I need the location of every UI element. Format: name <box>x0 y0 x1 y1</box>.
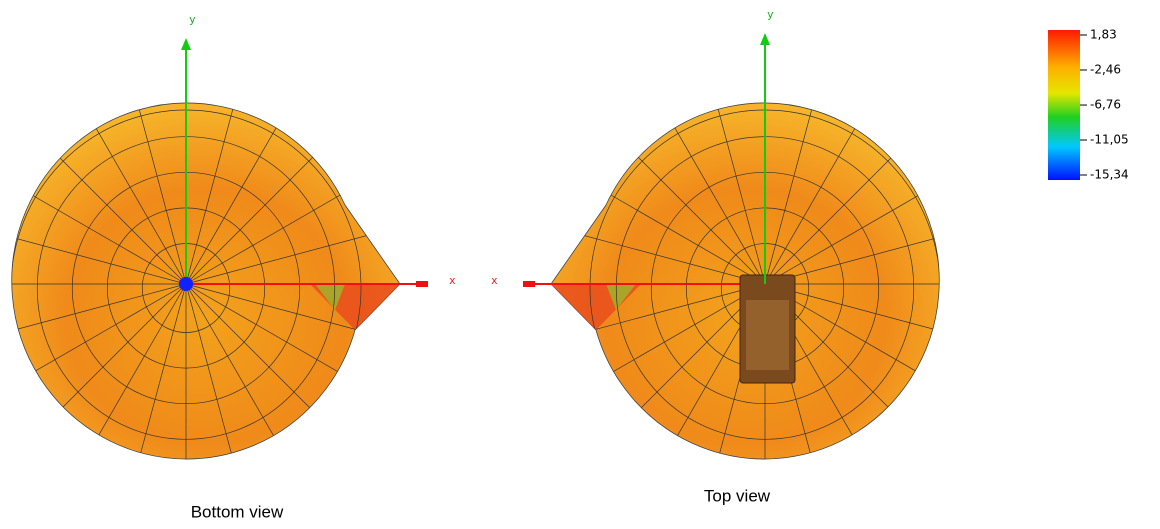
mesh-spoke <box>764 103 833 285</box>
colorbar-label: -11,05 <box>1090 133 1129 147</box>
mesh-spoke <box>118 103 187 285</box>
mesh-spoke <box>11 283 187 352</box>
pattern-greenspot <box>606 284 636 310</box>
origin <box>179 277 193 291</box>
mesh-spoke <box>185 283 317 460</box>
mesh-spoke <box>185 103 254 285</box>
mesh-spoke <box>55 283 187 460</box>
mesh-spoke <box>11 153 187 285</box>
mesh-spoke <box>764 283 940 352</box>
bottom-view <box>11 38 428 460</box>
caption: Bottom view <box>191 502 284 521</box>
pattern-greenspot <box>315 284 345 310</box>
y-axis-label: y <box>189 13 196 26</box>
mesh-spoke <box>764 103 896 285</box>
mesh-spoke <box>764 153 940 285</box>
y-axis-label: y <box>767 8 774 21</box>
top-view-axis <box>760 33 770 284</box>
colorbar-label: -15,34 <box>1090 168 1129 182</box>
y-arrow <box>181 38 191 50</box>
mesh-spoke <box>55 103 187 285</box>
chip-label <box>746 300 789 370</box>
mesh-spoke <box>185 103 317 285</box>
x-arrow <box>523 281 535 287</box>
y-arrow <box>760 33 770 45</box>
mesh-spoke <box>764 216 940 285</box>
mesh-spoke <box>697 103 766 285</box>
mesh-spoke <box>764 283 940 415</box>
caption: Top view <box>704 486 771 505</box>
mesh-spoke <box>185 283 254 460</box>
x-axis-label: x <box>491 274 498 287</box>
mesh-spoke <box>634 103 766 285</box>
x-arrow <box>416 281 428 287</box>
mesh-spoke <box>11 283 187 415</box>
mesh <box>11 103 401 460</box>
colorbar-label: -6,76 <box>1090 98 1121 112</box>
colorbar <box>1048 30 1080 180</box>
colorbar-label: 1,83 <box>1090 28 1117 42</box>
pattern-surface <box>11 102 401 460</box>
mesh-spoke <box>118 283 187 460</box>
colorbar-label: -2,46 <box>1090 62 1121 76</box>
x-axis-label: x <box>449 274 456 287</box>
mesh-spoke <box>11 216 187 285</box>
